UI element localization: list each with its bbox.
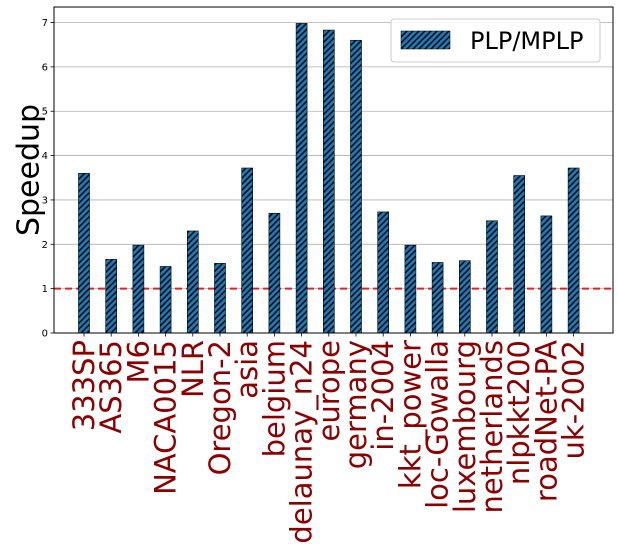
bar-asia [241,167,253,334]
y-tick-label-4: 4 [42,151,48,162]
x-tick-label-uk-2002: uk-2002 [557,340,591,459]
y-axis-ticks: 0 1 2 3 4 5 6 7 [42,18,54,340]
bar-delaunay_n24 [295,23,308,334]
legend: PLP/MPLP [390,18,601,63]
bar-roadNet-PA [540,215,553,334]
x-tick-label-delaunay_n24: delaunay_n24 [285,340,319,544]
x-tick-label-luxembourg: luxembourg [448,340,482,513]
x-axis-tick-labels: 333SPAS365M6NACA0015NLROregon-2asiabelgi… [67,333,591,544]
x-tick-label-Oregon-2: Oregon-2 [203,340,237,475]
bar-belgium [268,212,281,334]
bar-M6 [132,244,145,334]
bar-loc-Gowalla [431,262,444,334]
x-tick-label-loc-Gowalla: loc-Gowalla [421,340,455,509]
bar-Oregon-2 [214,263,226,334]
bar-333SP [78,173,90,334]
x-tick-label-europe: europe [312,340,346,442]
bar-NACA0015 [159,266,172,334]
bar-NLR [187,230,199,334]
legend-swatch [400,30,451,50]
x-tick-label-belgium: belgium [257,340,291,457]
x-tick-label-asia: asia [230,340,264,399]
x-tick-label-M6: M6 [121,340,155,383]
bars [78,23,580,334]
bar-kkt_power [404,244,417,334]
y-axis-label: Speedup [12,104,47,236]
x-tick-label-333SP: 333SP [67,340,101,431]
x-tick-label-roadNet-PA: roadNet-PA [529,340,563,502]
plot-frame [53,6,614,334]
y-tick-label-3: 3 [42,195,48,206]
y-tick-label-7: 7 [42,18,48,29]
bar-in-2004 [377,211,390,334]
bar-AS365 [105,259,117,334]
bar-uk-2002 [567,167,580,334]
y-tick-label-2: 2 [42,240,48,251]
bar-europe [322,29,335,334]
x-tick-label-AS365: AS365 [94,340,128,434]
x-tick-label-kkt_power: kkt_power [393,340,427,489]
x-tick-label-NLR: NLR [176,340,210,398]
bar-netherlands [486,220,498,334]
bar-nlpkkt200 [513,175,526,334]
x-tick-label-NACA0015: NACA0015 [149,340,183,495]
y-tick-label-0: 0 [42,329,48,340]
y-tick-label-1: 1 [42,284,48,295]
bar-germany [350,39,362,334]
legend-label: PLP/MPLP [470,27,583,55]
y-tick-label-6: 6 [42,62,48,73]
x-tick-label-netherlands: netherlands [475,340,509,513]
legend-box [390,18,601,63]
y-tick-label-5: 5 [42,107,48,118]
bar-luxembourg [458,260,471,334]
x-tick-label-nlpkkt200: nlpkkt200 [502,340,536,485]
x-tick-label-germany: germany [339,340,373,469]
x-tick-label-in-2004: in-2004 [366,340,400,451]
